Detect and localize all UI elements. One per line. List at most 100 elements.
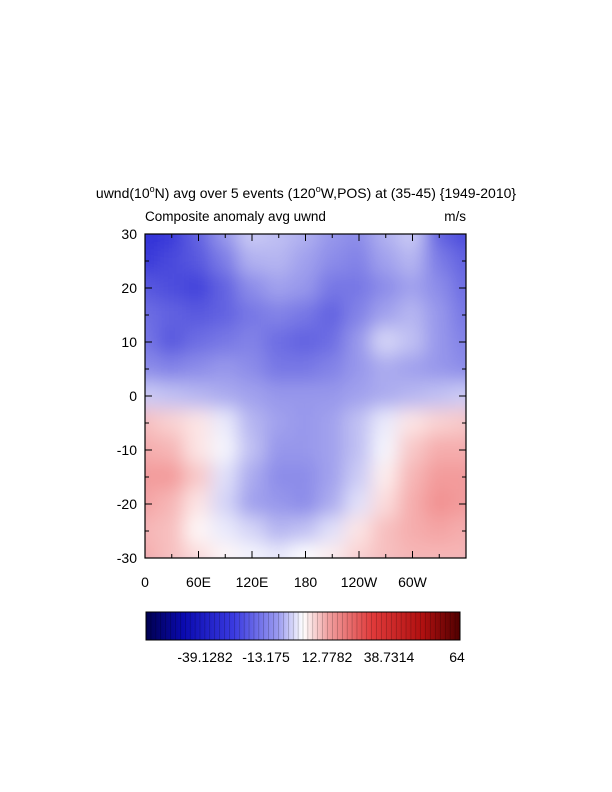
heatmap-cell: [371, 489, 401, 519]
heatmap-cell: [291, 516, 320, 546]
heatmap-cell: [344, 300, 374, 330]
heatmap-cell: [424, 246, 454, 276]
heatmap-cell: [398, 327, 427, 357]
heatmap-cell: [237, 273, 267, 303]
heatmap-cell: [184, 435, 213, 465]
heatmap-cell: [210, 435, 240, 465]
heatmap-cell: [184, 300, 213, 330]
heatmap-cell: [237, 381, 267, 411]
x-tick-label: 180: [294, 574, 318, 590]
heatmap-cell: [424, 300, 454, 330]
heatmap-cell: [371, 543, 401, 558]
heatmap-cell: [145, 273, 160, 303]
heatmap-cell: [344, 543, 374, 558]
colorbar-label: 64: [449, 649, 465, 665]
heatmap-cell: [398, 273, 427, 303]
heatmap-cell: [264, 234, 294, 249]
heatmap-cell: [398, 354, 427, 384]
heatmap-cell: [184, 354, 213, 384]
heatmap-cell: [398, 246, 427, 276]
heatmap-cell: [210, 489, 240, 519]
heatmap-cell: [344, 273, 374, 303]
colorbar-label: -13.175: [242, 649, 290, 665]
heatmap-cell: [210, 234, 240, 249]
heatmap-cell: [317, 462, 347, 492]
heatmap-cell: [210, 273, 240, 303]
heatmap-cell: [291, 381, 320, 411]
heatmap-cell: [264, 489, 294, 519]
heatmap-cell: [344, 246, 374, 276]
heatmap-cell: [451, 489, 466, 519]
heatmap-cell: [264, 435, 294, 465]
heatmap-cell: [157, 354, 187, 384]
heatmap-cell: [157, 543, 187, 558]
heatmap-cell: [398, 408, 427, 438]
heatmap-cell: [398, 543, 427, 558]
heatmap-cell: [371, 300, 401, 330]
heatmap-cell: [291, 543, 320, 558]
heatmap-cell: [210, 381, 240, 411]
heatmap-cell: [145, 246, 160, 276]
heatmap-cell: [210, 408, 240, 438]
heatmap-cell: [157, 489, 187, 519]
heatmap-cell: [317, 300, 347, 330]
heatmap-cell: [424, 381, 454, 411]
colorbar: -39.1282 -13.175 12.7782 38.7314 64: [145, 611, 465, 665]
heatmap-cell: [237, 246, 267, 276]
heatmap-cell: [424, 273, 454, 303]
heatmap-plot-area: [145, 234, 466, 558]
heatmap-cell: [317, 516, 347, 546]
heatmap-cell: [291, 435, 320, 465]
heatmap-cell: [371, 234, 401, 249]
heatmap-cell: [264, 516, 294, 546]
heatmap-cell: [264, 273, 294, 303]
colorbar-label: -39.1282: [177, 649, 232, 665]
heatmap-cell: [264, 381, 294, 411]
y-tick-label: 10: [121, 334, 137, 350]
heatmap-cell: [371, 435, 401, 465]
heatmap-cell: [264, 462, 294, 492]
heatmap-cell: [145, 300, 160, 330]
x-tick-label: 60W: [398, 574, 428, 590]
heatmap-cell: [145, 543, 160, 558]
heatmap-cell: [210, 246, 240, 276]
heatmap-cell: [371, 327, 401, 357]
colorbar-label: 38.7314: [364, 649, 415, 665]
heatmap-cell: [184, 273, 213, 303]
heatmap-cell: [451, 327, 466, 357]
heatmap-cell: [237, 327, 267, 357]
heatmap-cell: [344, 381, 374, 411]
y-tick-label: 30: [121, 226, 137, 242]
heatmap-cell: [317, 234, 347, 249]
heatmap-cell: [317, 489, 347, 519]
heatmap-cell: [291, 354, 320, 384]
heatmap-cell: [344, 327, 374, 357]
heatmap-cell: [210, 543, 240, 558]
colorbar-label: 12.7782: [302, 649, 353, 665]
heatmap-cell: [291, 246, 320, 276]
heatmap-cell: [157, 246, 187, 276]
heatmap-cell: [371, 408, 401, 438]
heatmap-cell: [371, 354, 401, 384]
x-tick-label: 0: [141, 574, 149, 590]
heatmap-cell: [237, 354, 267, 384]
chart-title: uwnd(10oN) avg over 5 events (120oW,POS)…: [96, 184, 516, 201]
heatmap-cell: [264, 354, 294, 384]
heatmap-cell: [291, 462, 320, 492]
heatmap-cell: [184, 246, 213, 276]
heatmap-cell: [451, 516, 466, 546]
heatmap-cell: [184, 462, 213, 492]
heatmap-cell: [184, 516, 213, 546]
heatmap-cell: [184, 543, 213, 558]
heatmap-cell: [398, 516, 427, 546]
heatmap-cell: [398, 300, 427, 330]
heatmap-cell: [424, 234, 454, 249]
heatmap-cell: [145, 435, 160, 465]
heatmap-cell: [317, 273, 347, 303]
heatmap-cell: [451, 300, 466, 330]
heatmap-cell: [145, 462, 160, 492]
heatmap-cell: [317, 354, 347, 384]
heatmap-cell: [291, 408, 320, 438]
y-tick-label: -20: [117, 496, 137, 512]
heatmap-cell: [291, 273, 320, 303]
